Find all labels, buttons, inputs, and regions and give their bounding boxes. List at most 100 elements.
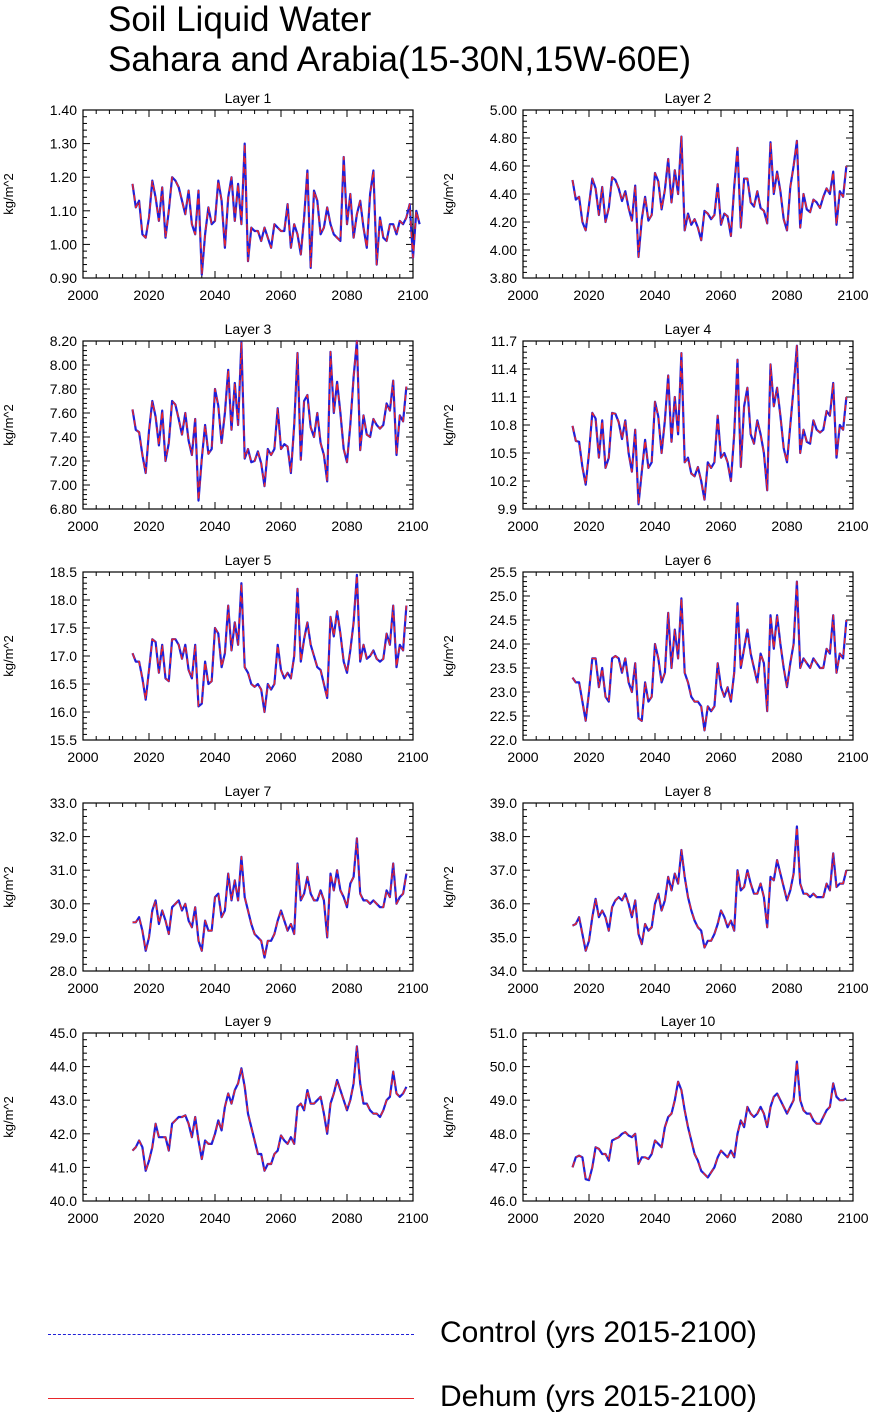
x-tick-label: 2020 — [573, 749, 604, 765]
y-tick-label: 11.4 — [491, 361, 517, 377]
series-line-dehum — [131, 340, 408, 502]
y-tick-label: 8.20 — [50, 333, 77, 349]
y-tick-label: 35.0 — [490, 929, 517, 945]
panel-10: Layer 10 kg/m^2 2000 2020 2040 2060 2080 2100 46… — [441, 1013, 869, 1226]
y-tick-label: 7.20 — [50, 453, 77, 469]
series-line-control — [571, 135, 848, 259]
series-line-control — [571, 344, 848, 506]
y-tick-label: 17.0 — [50, 648, 77, 664]
x-tick-label: 2060 — [265, 980, 296, 996]
y-tick-label: 4.40 — [490, 186, 517, 202]
plot-frame — [82, 109, 414, 279]
x-tick-label: 2060 — [265, 518, 296, 534]
y-tick-label: 44.0 — [50, 1059, 77, 1075]
y-tick-label: 24.5 — [490, 612, 517, 628]
x-tick-label: 2020 — [573, 1210, 604, 1226]
y-tick-label: 37.0 — [490, 862, 517, 878]
x-tick-label: 2080 — [331, 749, 362, 765]
series-line-control — [572, 825, 848, 952]
y-tick-label: 6.80 — [50, 501, 77, 517]
y-tick-label: 24.0 — [490, 636, 517, 652]
x-tick-label: 2000 — [67, 1210, 98, 1226]
panel-1: Layer 1 kg/m^2 2000 2020 2040 2060 2080 2100 0.9… — [1, 90, 429, 303]
y-tick-label: 3.80 — [490, 270, 517, 286]
panel-title: Layer 8 — [665, 783, 712, 799]
x-tick-label: 2020 — [573, 980, 604, 996]
x-tick-label: 2040 — [199, 287, 230, 303]
panel-title: Layer 7 — [225, 783, 272, 799]
panel-6: Layer 6 kg/m^2 2000 2020 2040 2060 2080 2100 22.… — [441, 552, 869, 765]
y-tick-label: 47.0 — [490, 1159, 517, 1175]
panel-4: Layer 4 kg/m^2 2000 2020 2040 2060 2080 2100 9.9… — [441, 321, 869, 534]
plot-frame — [522, 802, 854, 972]
x-tick-label: 2000 — [67, 287, 98, 303]
y-tick-label: 7.00 — [50, 477, 77, 493]
series-line-control — [132, 837, 408, 959]
y-tick-label: 10.8 — [490, 417, 517, 433]
y-tick-label: 11.1 — [491, 389, 517, 405]
x-tick-label: 2040 — [639, 287, 670, 303]
y-tick-label: 7.40 — [50, 429, 77, 445]
x-tick-label: 2080 — [771, 287, 802, 303]
x-tick-label: 2040 — [639, 518, 670, 534]
x-tick-label: 2020 — [573, 287, 604, 303]
y-tick-label: 17.5 — [50, 620, 77, 636]
y-tick-label: 4.60 — [490, 158, 517, 174]
y-axis-label: kg/m^2 — [1, 635, 16, 677]
plot-frame — [522, 340, 854, 510]
x-tick-label: 2100 — [837, 1210, 868, 1226]
panel-title: Layer 4 — [665, 321, 712, 337]
x-tick-label: 2020 — [133, 287, 164, 303]
x-tick-label: 2080 — [771, 1210, 802, 1226]
x-tick-label: 2000 — [67, 518, 98, 534]
x-tick-label: 2100 — [397, 749, 428, 765]
y-tick-label: 51.0 — [490, 1025, 517, 1041]
y-tick-label: 29.0 — [50, 929, 77, 945]
panel-title: Layer 5 — [225, 552, 272, 568]
panel-3: Layer 3 kg/m^2 2000 2020 2040 2060 2080 2100 6.8… — [1, 321, 429, 534]
series-line-dehum — [571, 135, 848, 258]
y-axis-label: kg/m^2 — [441, 173, 456, 215]
x-tick-label: 2060 — [265, 287, 296, 303]
series-line-dehum — [571, 1060, 847, 1181]
x-tick-label: 2020 — [133, 518, 164, 534]
y-tick-label: 7.60 — [50, 405, 77, 421]
panel-5: Layer 5 kg/m^2 2000 2020 2040 2060 2080 2100 15.… — [1, 552, 429, 765]
legend-label-dehum: Dehum (yrs 2015-2100) — [440, 1380, 757, 1413]
y-tick-label: 4.00 — [490, 242, 517, 258]
plot-frame — [522, 1032, 854, 1202]
x-tick-label: 2020 — [573, 518, 604, 534]
y-axis-label: kg/m^2 — [1, 866, 16, 908]
series-line-control — [131, 339, 408, 502]
x-tick-label: 2000 — [507, 518, 538, 534]
y-tick-label: 8.00 — [50, 357, 77, 373]
x-tick-label: 2100 — [837, 518, 868, 534]
panel-8: Layer 8 kg/m^2 2000 2020 2040 2060 2080 2100 34.… — [441, 783, 869, 996]
legend-line-dehum — [48, 1398, 414, 1399]
y-tick-label: 1.20 — [50, 169, 77, 185]
y-tick-label: 45.0 — [50, 1025, 77, 1041]
x-tick-label: 2080 — [331, 1210, 362, 1226]
legend-line-control — [48, 1334, 414, 1335]
x-tick-label: 2080 — [331, 980, 362, 996]
y-tick-label: 23.5 — [490, 660, 517, 676]
y-axis-label: kg/m^2 — [1, 1096, 16, 1138]
y-tick-label: 16.5 — [50, 676, 77, 692]
series-line-control — [131, 1045, 408, 1172]
x-tick-label: 2000 — [507, 749, 538, 765]
series-line-dehum — [571, 580, 848, 732]
series-line-dehum — [131, 574, 408, 713]
y-axis-label: kg/m^2 — [1, 404, 16, 446]
y-tick-label: 48.0 — [490, 1126, 517, 1142]
x-tick-label: 2040 — [199, 518, 230, 534]
y-tick-label: 10.5 — [490, 445, 517, 461]
y-tick-label: 0.90 — [50, 270, 77, 286]
panel-title: Layer 3 — [225, 321, 272, 337]
series-line-dehum — [132, 837, 408, 959]
title-line-2: Sahara and Arabia(15-30N,15W-60E) — [108, 40, 692, 79]
y-tick-label: 22.0 — [490, 732, 517, 748]
x-tick-label: 2100 — [397, 518, 428, 534]
y-tick-label: 1.00 — [50, 236, 77, 252]
y-axis-label: kg/m^2 — [441, 404, 456, 446]
